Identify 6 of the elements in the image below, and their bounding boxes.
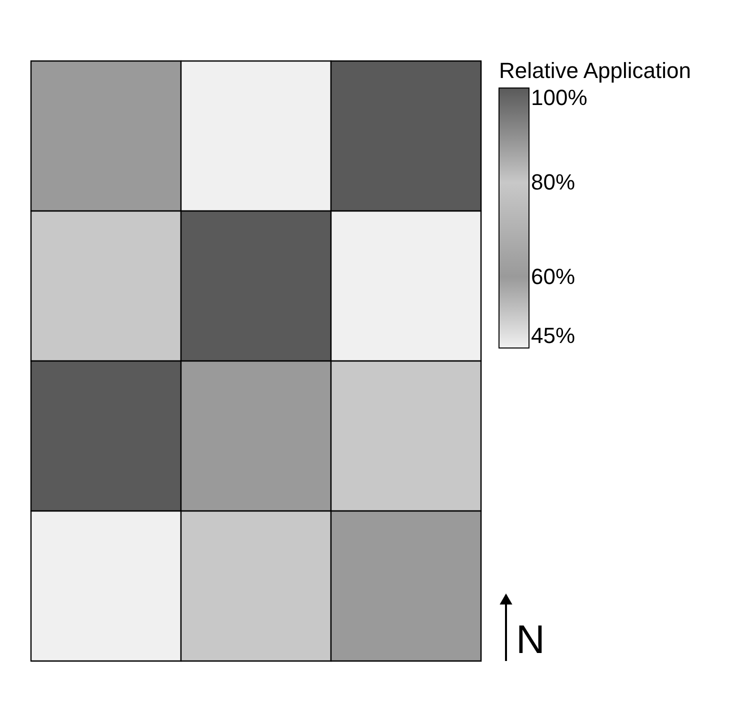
color-bar-label: 60% [531, 264, 576, 290]
color-bar-label: 80% [531, 170, 576, 195]
legend-title: Relative Application [499, 58, 692, 83]
color-bar-label: 45% [531, 323, 576, 348]
text: N [516, 618, 545, 662]
color-bar-label: 100% [531, 85, 588, 110]
